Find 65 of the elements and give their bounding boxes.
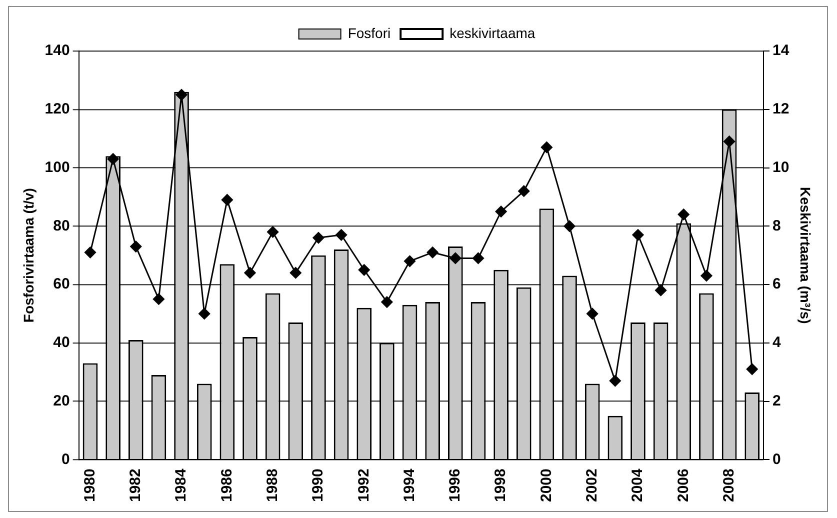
point xyxy=(746,363,758,375)
legend-label: Fosfori xyxy=(348,24,391,41)
point xyxy=(450,252,462,264)
point xyxy=(655,284,667,296)
point xyxy=(632,229,644,241)
point xyxy=(336,229,348,241)
point xyxy=(564,220,576,232)
x-tick-label: 2008 xyxy=(720,468,738,502)
y-tick-label: 140 xyxy=(44,42,70,60)
point xyxy=(198,308,210,320)
y-tick-label: 40 xyxy=(53,334,70,352)
point xyxy=(404,255,416,267)
x-tick-label: 1986 xyxy=(218,468,236,502)
y-tick-label: 80 xyxy=(53,217,70,234)
point xyxy=(518,185,530,197)
y2-tick-label: 10 xyxy=(772,158,790,176)
point xyxy=(244,267,256,279)
point xyxy=(381,296,393,308)
point xyxy=(495,206,507,218)
x-tick-label: 1996 xyxy=(446,468,464,502)
y-tick-label: 60 xyxy=(53,276,70,293)
x-tick-label: 1980 xyxy=(81,468,98,502)
point xyxy=(152,293,164,305)
y-tick-label: 0 xyxy=(61,450,70,468)
point xyxy=(358,264,370,276)
point xyxy=(426,246,438,258)
y2-tick-label: 6 xyxy=(772,276,781,293)
point xyxy=(700,270,712,282)
point xyxy=(130,240,142,252)
x-tick-label: 1994 xyxy=(400,468,418,502)
point xyxy=(176,89,188,101)
point xyxy=(221,194,233,206)
y2-tick-label: 12 xyxy=(772,100,790,118)
point xyxy=(472,252,484,264)
point xyxy=(724,136,736,148)
y2-tick-label: 14 xyxy=(772,42,790,60)
y-tick-label: 20 xyxy=(53,392,70,410)
x-tick-label: 2006 xyxy=(674,468,692,502)
y2-tick-label: 0 xyxy=(772,450,781,468)
y2-tick-label: 8 xyxy=(772,217,781,234)
point xyxy=(540,142,552,154)
y2-tick-label: 4 xyxy=(772,334,782,352)
y2-axis-title: Keskivirtaama (m³/s) xyxy=(798,186,814,324)
point xyxy=(586,308,598,320)
y-axis-title: Fosforivirtaama (t/v) xyxy=(20,188,36,323)
y2-tick-label: 2 xyxy=(772,392,781,410)
x-tick-label: 2002 xyxy=(583,468,600,502)
point xyxy=(678,208,690,220)
point xyxy=(107,153,119,165)
x-tick-label: 1992 xyxy=(355,468,372,502)
point xyxy=(84,246,96,258)
x-tick-label: 1990 xyxy=(310,468,327,502)
x-tick-label: 1984 xyxy=(172,468,190,502)
x-tick-label: 1982 xyxy=(127,468,144,502)
x-tick-label: 1988 xyxy=(264,468,281,502)
y-tick-label: 120 xyxy=(44,100,70,118)
x-tick-label: 2004 xyxy=(629,468,646,502)
point xyxy=(267,226,279,238)
point xyxy=(609,375,621,387)
y-tick-label: 100 xyxy=(44,158,70,176)
x-tick-label: 1998 xyxy=(492,468,510,502)
legend-label: keskivirtaama xyxy=(450,24,536,41)
point xyxy=(312,232,324,244)
point xyxy=(290,267,302,279)
x-tick-label: 2000 xyxy=(538,468,555,502)
